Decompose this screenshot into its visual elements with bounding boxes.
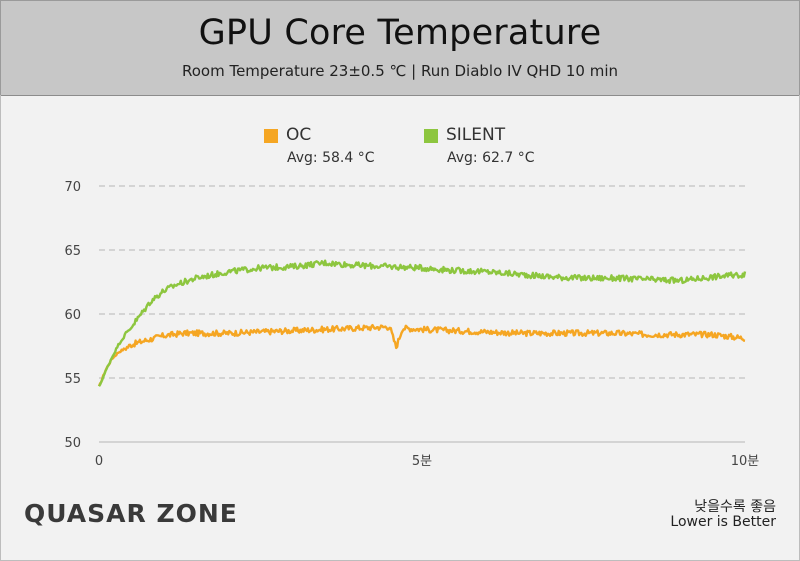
legend-label-silent: SILENT (446, 125, 506, 145)
logo-text: QUASAR ZONE (24, 499, 238, 528)
chart-title: GPU Core Temperature (198, 13, 602, 53)
chart-header: GPU Core Temperature Room Temperature 23… (0, 0, 800, 96)
note-english: Lower is Better (670, 514, 776, 530)
chart-subtitle: Room Temperature 23±0.5 ℃ | Run Diablo I… (181, 62, 619, 80)
legend-label-oc: OC (286, 125, 312, 145)
quasarzone-logo: QUASAR ZONE (24, 499, 238, 528)
note-korean: 낮을수록 좋음 (694, 499, 776, 515)
chart-frame (0, 95, 800, 561)
legend-avg-oc: Avg: 58.4 °C (287, 150, 375, 166)
legend-swatch-oc (264, 129, 278, 143)
legend-avg-silent: Avg: 62.7 °C (447, 150, 535, 166)
legend-swatch-silent (424, 129, 438, 143)
